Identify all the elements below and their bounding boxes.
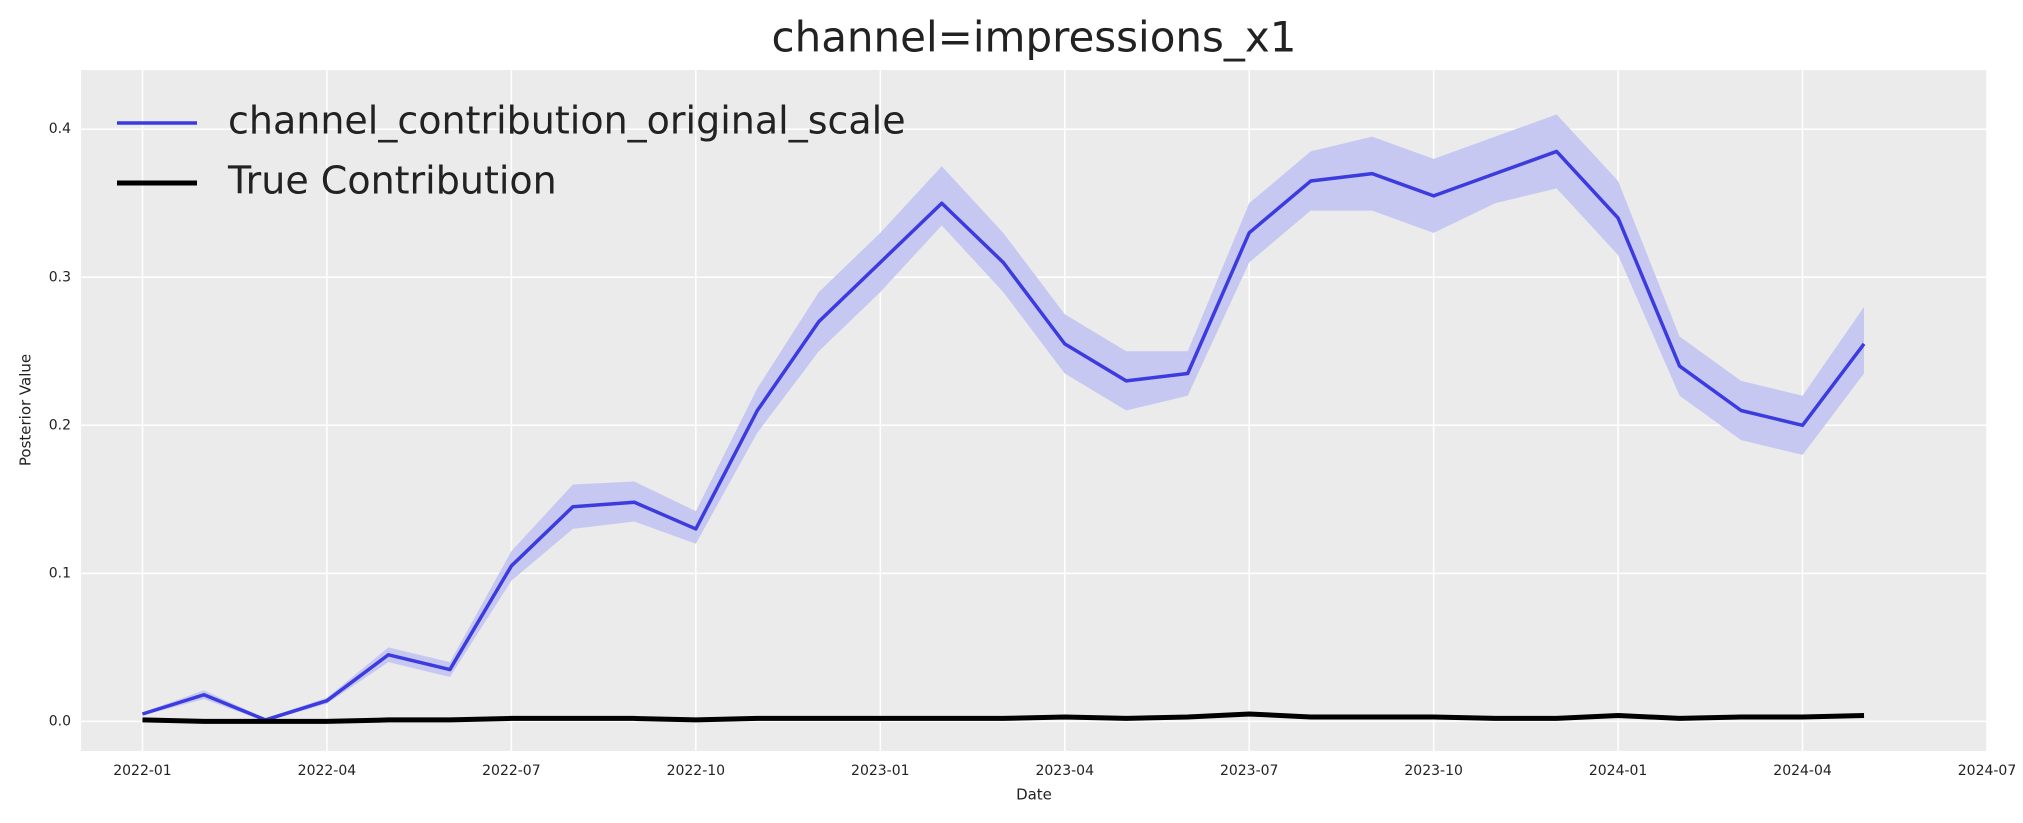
y-axis-label: Posterior Value bbox=[17, 354, 35, 466]
y-tick-label: 0.0 bbox=[49, 713, 71, 729]
line-series bbox=[142, 711, 1865, 724]
x-tick-label: 2024-01 bbox=[1589, 763, 1648, 779]
y-tick-label: 0.4 bbox=[49, 121, 71, 137]
x-tick-label: 2022-04 bbox=[298, 763, 357, 779]
legend-label: channel_contribution_original_scale bbox=[228, 99, 906, 143]
hdi-band bbox=[142, 114, 1865, 722]
x-tick-label: 2023-10 bbox=[1404, 763, 1463, 779]
y-tick-label: 0.1 bbox=[49, 565, 71, 581]
y-tick-label: 0.3 bbox=[49, 269, 71, 285]
plot-background bbox=[81, 70, 1987, 751]
x-tick-label: 2024-07 bbox=[1958, 763, 2017, 779]
legend-label: True Contribution bbox=[227, 159, 557, 203]
x-tick-label: 2022-01 bbox=[113, 763, 172, 779]
chart-title: channel=impressions_x1 bbox=[771, 13, 1296, 62]
x-tick-label: 2022-10 bbox=[667, 763, 726, 779]
line-series bbox=[141, 149, 1866, 722]
x-axis-label: Date bbox=[1016, 786, 1052, 804]
x-tick-label: 2023-07 bbox=[1220, 763, 1279, 779]
x-tick-label: 2022-07 bbox=[482, 763, 541, 779]
x-tick-label: 2024-04 bbox=[1773, 763, 1832, 779]
x-tick-label: 2023-04 bbox=[1035, 763, 1094, 779]
x-tick-label: 2023-01 bbox=[851, 763, 910, 779]
y-tick-label: 0.2 bbox=[49, 417, 71, 433]
